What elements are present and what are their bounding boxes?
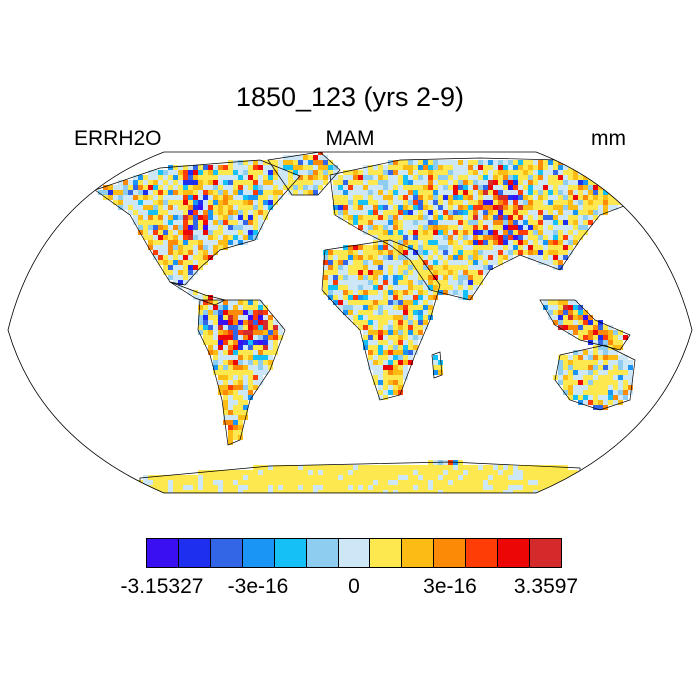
colorbar-box — [274, 539, 307, 567]
chart-title: 1850_123 (yrs 2-9) — [235, 82, 465, 112]
australia-coastline — [554, 344, 636, 411]
colorbar-label: 3e-16 — [423, 575, 477, 598]
colorbar-box — [147, 539, 179, 567]
south-america-coastline — [197, 299, 286, 446]
map-border — [7, 151, 693, 494]
colorbar-label: -3e-16 — [227, 575, 289, 598]
colorbar-box — [210, 539, 243, 567]
colorbar-label: 0 — [348, 575, 360, 598]
colorbar-box — [370, 539, 403, 567]
europe-asia-coastline — [329, 157, 641, 301]
colorbar-label: 3.3597 — [513, 575, 579, 598]
colorbar-label: -3.15327 — [120, 575, 204, 598]
colorbar-box — [434, 539, 467, 567]
colorbar-box — [466, 539, 499, 567]
colorbar-box — [338, 539, 371, 567]
colorbar-box — [178, 539, 211, 567]
coastlines — [94, 152, 641, 493]
colorbar-box — [306, 539, 339, 567]
greenland-coastline — [267, 152, 341, 196]
madagascar-coastline — [431, 351, 443, 379]
colorbar-box — [402, 539, 435, 567]
central-america-coastline — [169, 281, 227, 306]
north-america-coastline — [94, 159, 301, 286]
colorbar-box — [530, 539, 561, 567]
colorbar-box — [498, 539, 531, 567]
variable-label: ERRH2O — [74, 127, 162, 150]
land-data-field — [98, 152, 638, 493]
season-label: MAM — [325, 127, 375, 150]
southeast-asia-coastline — [539, 299, 631, 351]
units-label: mm — [591, 127, 626, 150]
colorbar — [146, 538, 562, 568]
antarctica-coastline — [139, 461, 581, 493]
africa-coastline — [321, 239, 441, 401]
colorbar-box — [242, 539, 275, 567]
